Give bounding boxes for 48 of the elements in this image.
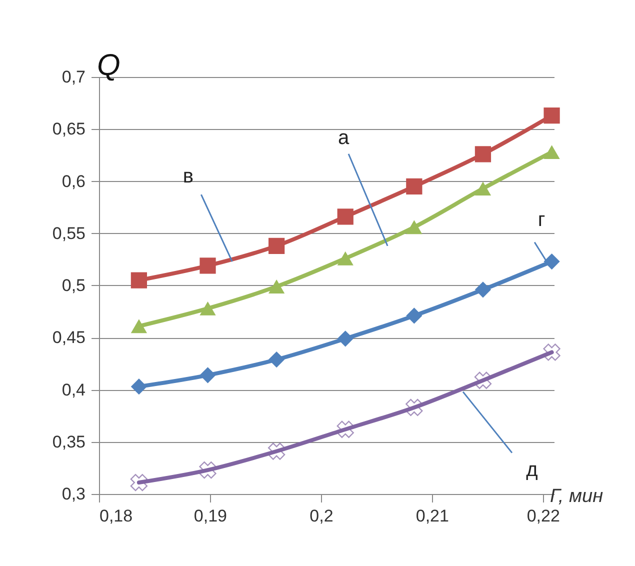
point xyxy=(130,272,148,288)
y-tick-label: 0,3 xyxy=(62,484,86,504)
annotation: а xyxy=(338,126,350,149)
point xyxy=(337,330,354,347)
x-tick-label: 0,18 xyxy=(100,506,133,526)
point xyxy=(544,145,560,160)
point xyxy=(268,238,285,254)
point xyxy=(130,319,148,334)
point xyxy=(544,253,560,270)
point xyxy=(474,282,492,298)
x-tick-label: 0,2 xyxy=(310,506,334,526)
y-tick-label: 0,45 xyxy=(52,328,86,348)
point xyxy=(337,208,354,225)
point xyxy=(199,461,216,479)
point xyxy=(544,108,560,124)
point xyxy=(406,308,422,324)
y-tick-label: 0,65 xyxy=(52,120,86,139)
point xyxy=(474,372,492,389)
x-axis-title: Г, мин xyxy=(550,486,604,507)
point xyxy=(406,178,422,195)
y-tick-label: 0,35 xyxy=(52,432,86,452)
x-tick-label: 0,21 xyxy=(416,506,449,526)
point xyxy=(474,182,492,196)
point xyxy=(474,146,492,162)
point xyxy=(268,351,285,368)
y-tick-label: 0,4 xyxy=(62,380,86,400)
point xyxy=(543,344,560,361)
point xyxy=(130,378,148,395)
annotation: г xyxy=(538,209,546,232)
point xyxy=(268,280,285,294)
point xyxy=(200,301,216,316)
point xyxy=(337,251,354,266)
point xyxy=(406,220,422,234)
point xyxy=(200,258,216,274)
y-tick-label: 0,7 xyxy=(62,68,86,86)
annotation: д xyxy=(526,458,538,481)
y-tick-label: 0,6 xyxy=(62,172,86,191)
y-tick-label: 0,5 xyxy=(62,276,86,295)
x-tick-label: 0,19 xyxy=(194,506,228,526)
point xyxy=(336,420,354,438)
y-axis-title: Q xyxy=(97,49,120,82)
point xyxy=(268,442,286,460)
x-tick-label: 0,22 xyxy=(526,506,560,526)
point xyxy=(130,474,148,492)
point xyxy=(406,398,423,416)
point xyxy=(200,367,216,384)
y-tick-label: 0,55 xyxy=(52,224,86,243)
annotation: в xyxy=(182,166,194,188)
